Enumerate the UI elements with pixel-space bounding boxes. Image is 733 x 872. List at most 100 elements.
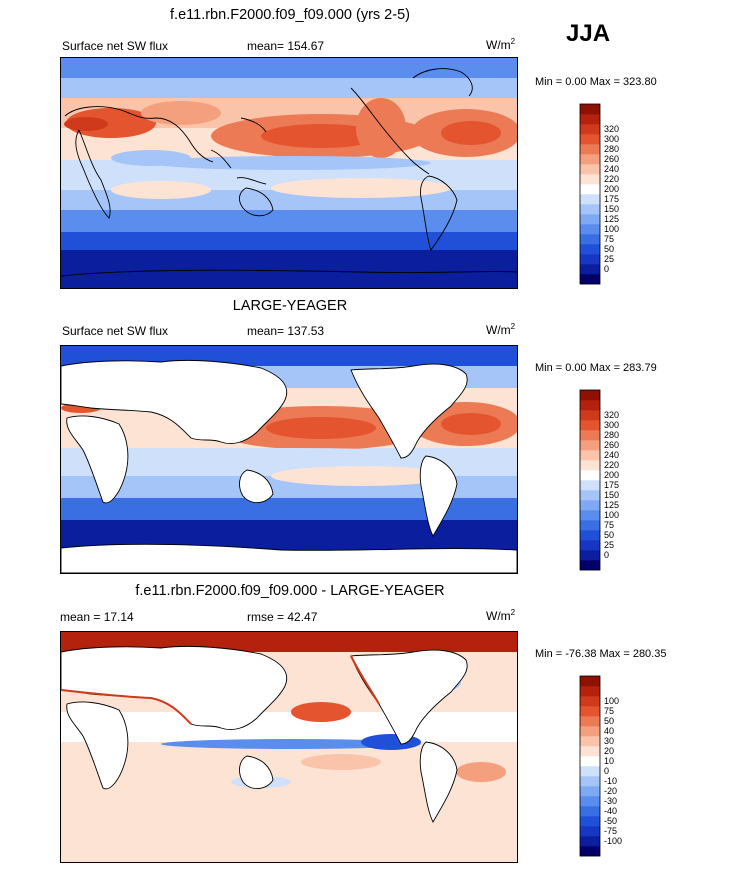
panel-1-colorbar-swatch-4 [580,234,600,245]
panel-3-colorbar-swatch-17 [580,676,600,687]
panel-2-map-svg [61,346,517,573]
panel-1-minmax: Min = 0.00 Max = 323.80 [535,76,657,88]
panel-2-colorbar-swatch-13 [580,430,600,441]
panel-1-colorbar-label-3: 260 [604,154,619,164]
panel-3-colorbar-border [579,675,601,857]
panel-1-colorbar-swatch-17 [580,104,600,115]
panel-3-colorbar: 100 75 50 40 30 20 10 0 -10 -20 -30 -40 -50 -75 -100 [579,675,630,860]
panel-3-colorbar-label-11: -40 [604,806,617,816]
panel-2-colorbar-swatch-10 [580,460,600,471]
panel-3-colorbar-swatch-0 [580,846,600,857]
panel-2-mean-label: mean= 137.53 [247,324,325,338]
panel-2-colorbar-swatch-12 [580,440,600,451]
panel-3-colorbar-label-10: -30 [604,796,617,806]
panel-2-colorbar-swatch-5 [580,510,600,521]
panel-1-colorbar-swatch-0 [580,274,600,285]
panel-1-colorbar-swatch-13 [580,144,600,155]
panel-1-colorbar-label-4: 240 [604,164,619,174]
panel-1-colorbar-label-12: 50 [604,244,614,254]
panel-2-colorbar-label-12: 50 [604,530,614,540]
panel-2-colorbar-border [579,389,601,571]
panel-2-colorbar: 320 300 280 260 240 220 200 175 150 125 100 75 50 25 0 [579,389,630,574]
panel-2-colorbar-label-6: 200 [604,470,619,480]
panel-2-colorbar-label-3: 260 [604,440,619,450]
panel-2-colorbar-label-1: 300 [604,420,619,430]
panel-1-map [60,57,518,289]
panel-2-colorbar-label-11: 75 [604,520,614,530]
panel-2-colorbar-label-14: 0 [604,550,609,560]
panel-3-colorbar-label-6: 10 [604,756,614,766]
panel-3-colorbar-swatch-15 [580,696,600,707]
panel-1-colorbar-label-7: 175 [604,194,619,204]
panel-3-colorbar-label-5: 20 [604,746,614,756]
panel-1-colorbar-swatch-8 [580,194,600,205]
panel-1-colorbar-label-8: 150 [604,204,619,214]
panel-3-title: f.e11.rbn.F2000.f09_f09.000 - LARGE-YEAG… [135,583,445,599]
panel-3-colorbar-swatch-12 [580,726,600,737]
panel-2-colorbar-label-2: 280 [604,430,619,440]
panel-3-colorbar-label-0: 100 [604,696,619,706]
panel-1-colorbar-label-2: 280 [604,144,619,154]
panel-1-units: W/m2 [486,37,516,52]
panel-3-colorbar-swatch-5 [580,796,600,807]
panel-2-colorbar-label-4: 240 [604,450,619,460]
panel-2-colorbar-swatch-6 [580,500,600,511]
panel-3-colorbar-label-8: -10 [604,776,617,786]
panel-1-colorbar-label-1: 300 [604,134,619,144]
panel-3-colorbar-swatch-3 [580,816,600,827]
panel-3-colorbar-label-1: 75 [604,706,614,716]
panel-3-colorbar-swatch-1 [580,836,600,847]
panel-3-colorbar-swatch-7 [580,776,600,787]
panel-1-colorbar-label-5: 220 [604,174,619,184]
panel-3-colorbar-swatch-11 [580,736,600,747]
season-label: JJA [566,20,611,47]
panel-2-colorbar-label-9: 125 [604,500,619,510]
panel-2-units: W/m2 [486,322,516,337]
panel-3-map [60,631,518,863]
panel-1-colorbar-border [579,103,601,285]
panel-3-colorbar-swatch-14 [580,706,600,717]
panel-2-colorbar-swatch-16 [580,400,600,411]
panel-3-colorbar-swatch-9 [580,756,600,767]
panel-1-colorbar-swatch-14 [580,134,600,145]
panel-1-colorbar-swatch-3 [580,244,600,255]
panel-2-colorbar-swatch-3 [580,530,600,541]
panel-1-colorbar-swatch-12 [580,154,600,165]
panel-1-colorbar-label-14: 0 [604,264,609,274]
panel-1-variable-label: Surface net SW flux [62,39,169,53]
panel-3-colorbar-swatch-13 [580,716,600,727]
panel-2-colorbar-label-5: 220 [604,460,619,470]
panel-2-colorbar-label-13: 25 [604,540,614,550]
panel-3-colorbar-swatch-8 [580,766,600,777]
panel-1-colorbar-swatch-10 [580,174,600,185]
panel-3-colorbar-label-4: 30 [604,736,614,746]
panel-2-colorbar-swatch-14 [580,420,600,431]
panel-3-colorbar-label-2: 50 [604,716,614,726]
panel-3-colorbar-label-14: -100 [604,836,622,846]
panel-2-colorbar-label-10: 100 [604,510,619,520]
panel-2-colorbar-label-0: 320 [604,410,619,420]
panel-2-colorbar-swatch-1 [580,550,600,561]
panel-1-colorbar-swatch-2 [580,254,600,265]
panel-2-colorbar-label-8: 150 [604,490,619,500]
panel-1-colorbar-swatch-6 [580,214,600,225]
panel-2-colorbar-swatch-9 [580,470,600,481]
panel-1-colorbar-swatch-11 [580,164,600,175]
panel-3-colorbar-swatch-10 [580,746,600,757]
panel-1-colorbar-swatch-16 [580,114,600,125]
panel-3-mean-label: mean = 17.14 [60,610,134,624]
panel-1-colorbar-label-13: 25 [604,254,614,264]
panel-2-minmax: Min = 0.00 Max = 283.79 [535,362,657,374]
panel-1-colorbar-label-0: 320 [604,124,619,134]
panel-2-colorbar-label-7: 175 [604,480,619,490]
panel-2-colorbar-swatch-2 [580,540,600,551]
panel-2-title: LARGE-YEAGER [232,298,348,314]
panel-3-colorbar-swatch-6 [580,786,600,797]
panel-1-colorbar-label-10: 100 [604,224,619,234]
panel-2-map [60,345,518,574]
panel-2-colorbar-swatch-8 [580,480,600,491]
panel-3-colorbar-label-3: 40 [604,726,614,736]
panel-1-colorbar-swatch-5 [580,224,600,235]
panel-1-title: f.e11.rbn.F2000.f09_f09.000 (yrs 2-5) [170,7,410,23]
